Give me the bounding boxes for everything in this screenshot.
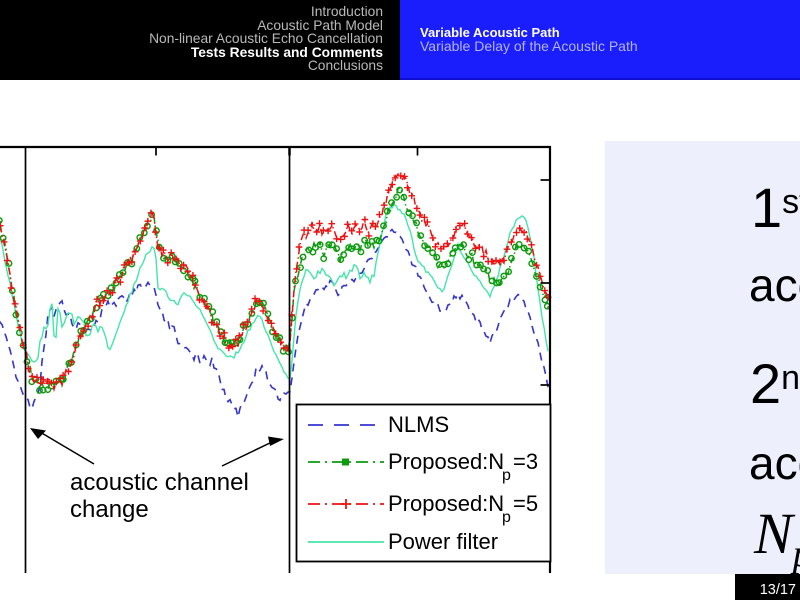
svg-text:=5: =5 (513, 491, 538, 516)
svg-text:NLMS: NLMS (388, 412, 449, 437)
svg-text:Power filter: Power filter (388, 529, 498, 554)
svg-text:Proposed:N: Proposed:N (388, 449, 504, 474)
svg-text:acoustic channel: acoustic channel (70, 469, 249, 496)
svg-text:p: p (502, 467, 511, 484)
svg-text:change: change (70, 496, 149, 523)
svg-text:=3: =3 (513, 449, 538, 474)
svg-text:p: p (502, 509, 511, 526)
svg-text:Proposed:N: Proposed:N (388, 491, 504, 516)
